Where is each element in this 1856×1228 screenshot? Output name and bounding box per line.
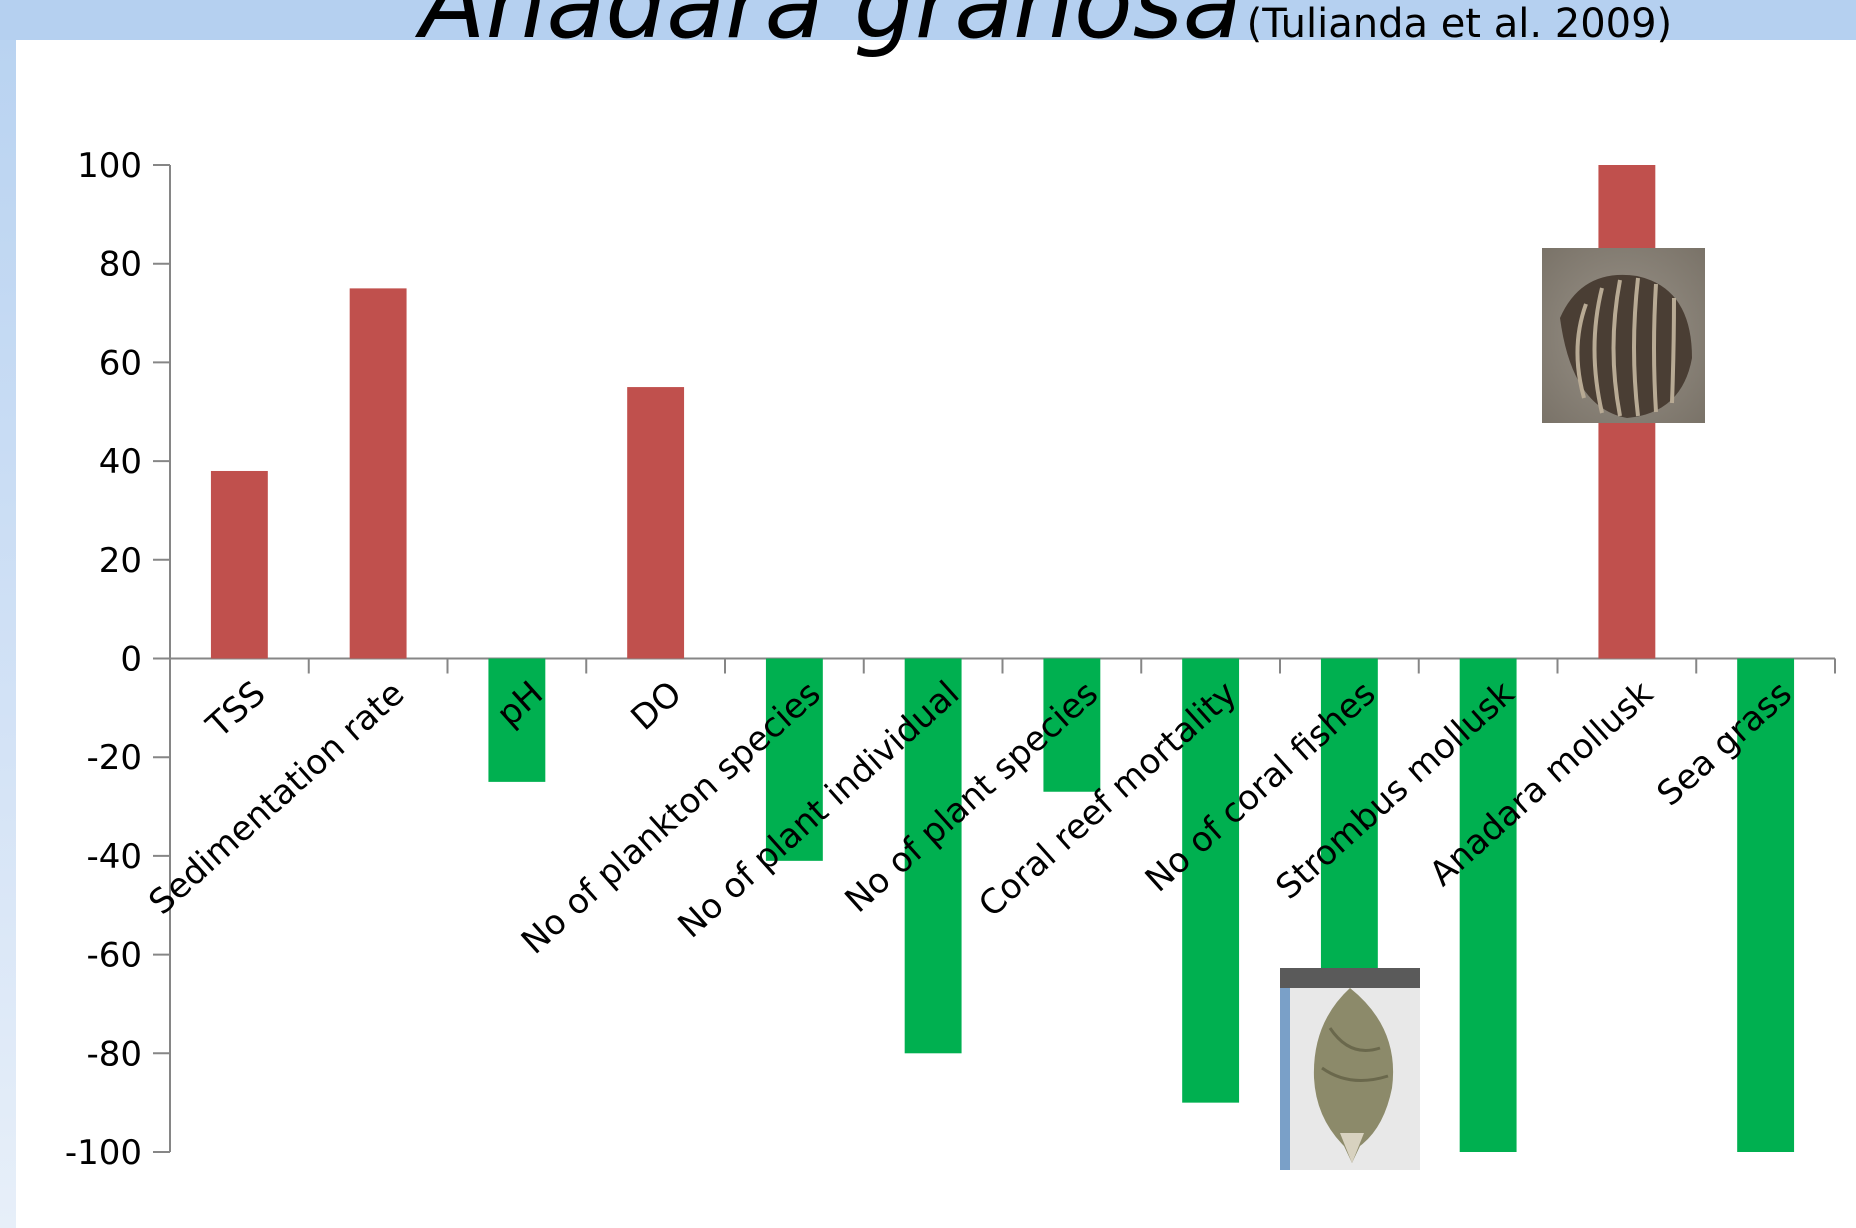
- bar-9: [1459, 658, 1517, 1152]
- slide-left-band: [0, 40, 16, 1228]
- x-category-label: Sedimentation rate: [141, 673, 412, 922]
- bar-2: [488, 658, 546, 782]
- y-tick-label: -60: [86, 936, 142, 976]
- bar-3: [627, 387, 685, 659]
- shell-photos: [1280, 248, 1705, 1170]
- slide-header-band: [0, 0, 1856, 40]
- y-tick-label: 40: [99, 442, 142, 482]
- bar-5: [904, 658, 962, 1054]
- y-tick-label: 0: [120, 640, 142, 680]
- y-tick-label: -20: [86, 738, 142, 778]
- y-tick-label: 60: [99, 343, 142, 383]
- x-category-label: No of plant species: [837, 673, 1105, 920]
- bar-7: [1182, 658, 1240, 1103]
- slide-title-species: Anadara granosa: [420, 0, 1242, 60]
- strombus-shell-photo: [1280, 968, 1420, 1170]
- x-category-label: DO: [624, 673, 690, 738]
- y-tick-labels: 100 80 60 40 20 0 -20 -40 -60 -80 -100: [65, 146, 142, 1173]
- bar-4: [765, 658, 823, 861]
- slide-title-citation: (Tulianda et al. 2009): [1246, 1, 1673, 47]
- y-tick-label: 20: [99, 541, 142, 581]
- chart-axes: [153, 164, 1836, 1153]
- y-tick-label: -80: [86, 1034, 142, 1074]
- y-tick-label: 80: [99, 245, 142, 285]
- bar-0: [210, 470, 268, 659]
- bar-11: [1737, 658, 1795, 1152]
- y-tick-label: -100: [65, 1133, 142, 1173]
- bar-8: [1320, 658, 1378, 975]
- bar-6: [1043, 658, 1101, 792]
- bar-1: [349, 288, 407, 659]
- y-tick-label: -40: [86, 837, 142, 877]
- slide-title: Anadara granosa (Tulianda et al. 2009): [420, 0, 1672, 60]
- anadara-shell-photo: [1542, 248, 1705, 423]
- y-tick-label: 100: [77, 146, 142, 186]
- x-category-label: TSS: [198, 673, 273, 746]
